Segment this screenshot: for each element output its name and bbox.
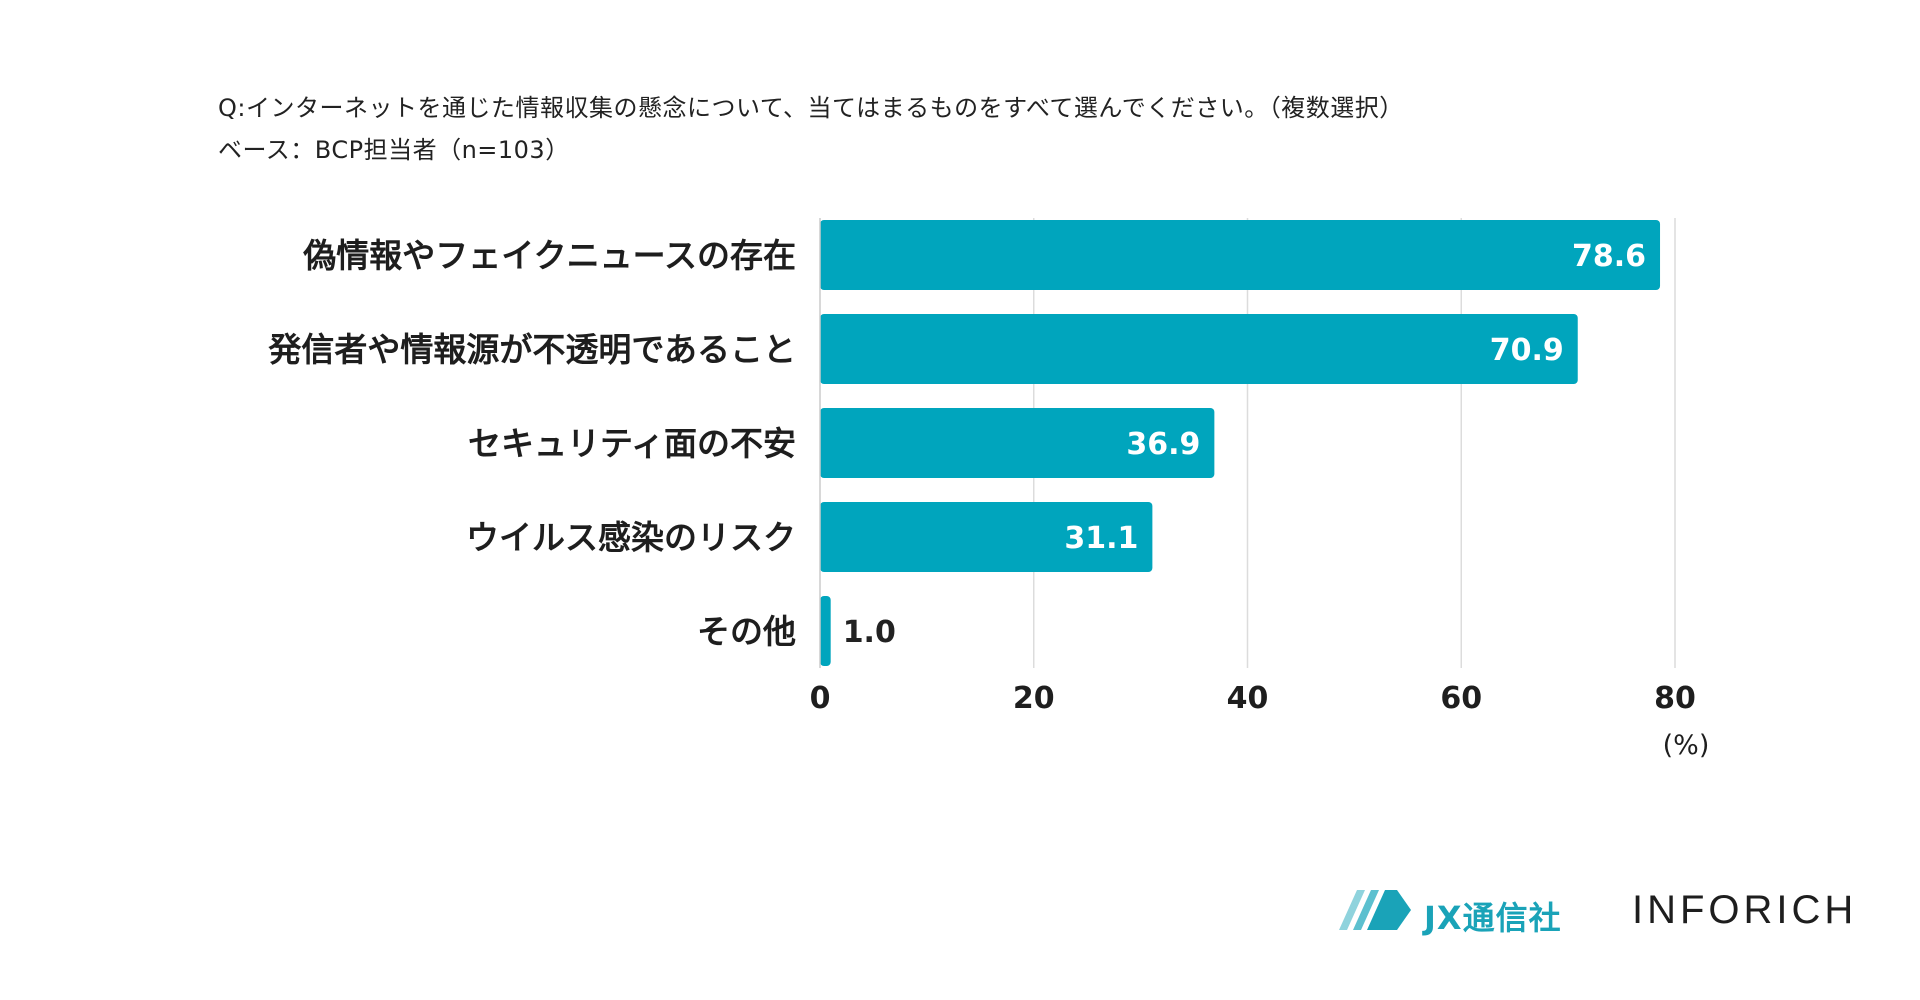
category-label-2: セキュリティ面の不安 <box>468 424 796 463</box>
value-label-2: 36.9 <box>1126 427 1200 462</box>
bar-1 <box>820 314 1578 384</box>
unit-label: (%) <box>1663 730 1710 761</box>
inforich-logo: INFORICH <box>1632 888 1858 932</box>
category-label-1: 発信者や情報源が不透明であること <box>268 330 796 369</box>
jx-logo-text: JX通信社 <box>1424 899 1562 937</box>
base-text: ベース：BCP担当者（n=103） <box>218 136 570 164</box>
category-label-0: 偽情報やフェイクニュースの存在 <box>302 236 796 275</box>
x-tick-label-0: 0 <box>810 681 831 716</box>
jx-logo-icon <box>1339 890 1411 930</box>
x-tick-label-20: 20 <box>1013 681 1055 716</box>
value-label-4: 1.0 <box>843 615 896 650</box>
question-text: Q:インターネットを通じた情報収集の懸念について、当てはまるものをすべて選んでく… <box>218 94 1404 122</box>
value-label-3: 31.1 <box>1064 521 1138 556</box>
bar-3 <box>820 502 1153 572</box>
category-label-3: ウイルス感染のリスク <box>466 518 796 557</box>
x-tick-label-80: 80 <box>1654 681 1696 716</box>
x-tick-label-40: 40 <box>1227 681 1269 716</box>
x-tick-label-60: 60 <box>1440 681 1482 716</box>
category-label-4: その他 <box>697 612 796 651</box>
bar-0 <box>820 220 1661 290</box>
value-label-0: 78.6 <box>1572 239 1646 274</box>
bar-4 <box>820 596 831 666</box>
bar-2 <box>820 408 1215 478</box>
value-label-1: 70.9 <box>1490 333 1564 368</box>
